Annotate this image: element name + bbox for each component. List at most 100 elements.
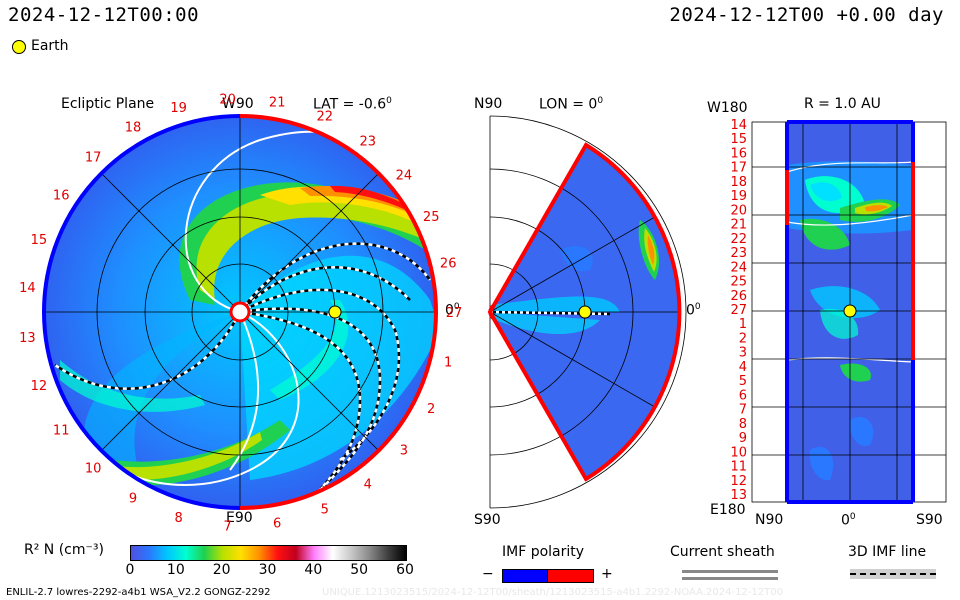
r-shell-y-tick-18: 18: [730, 175, 747, 190]
ecliptic-title: Ecliptic Plane: [61, 96, 155, 112]
r-shell-y-tick-14: 14: [730, 118, 747, 133]
sun-icon: [229, 301, 251, 323]
r-shell-y-tick-1: 1: [739, 317, 747, 332]
carrington-tick-15: 15: [31, 233, 48, 248]
current-sheath-swatch-top: [682, 570, 778, 573]
imf-polarity-title: IMF polarity: [502, 544, 585, 560]
carrington-tick-4: 4: [364, 478, 372, 493]
meridional-sun: [488, 303, 495, 321]
carrington-tick-8: 8: [174, 511, 182, 526]
ecliptic-rim-positive: [239, 114, 438, 510]
carrington-tick-6: 6: [273, 517, 281, 532]
r-shell-y-tick-12: 12: [730, 474, 747, 489]
earth-marker-meridional: [578, 305, 592, 319]
meridional-right-label: 00: [686, 302, 701, 319]
carrington-tick-12: 12: [31, 379, 48, 394]
r-shell-y-tick-10: 10: [730, 445, 747, 460]
r-panel-x-tick-s90: S90: [916, 512, 943, 528]
colorbar-tick-40: 40: [304, 562, 323, 578]
r-shell-y-tick-11: 11: [730, 460, 747, 475]
carrington-tick-21: 21: [269, 95, 286, 110]
meridional-lon-label: LON = 00: [539, 96, 604, 113]
colorbar-tick-30: 30: [258, 562, 277, 578]
timestamp-right: 2024-12-12T00 +0.00 day: [669, 4, 944, 26]
r-shell-y-ticks: 1415161718192021222324252627123456789101…: [730, 118, 747, 503]
r-shell-y-tick-17: 17: [730, 161, 747, 176]
carrington-tick-16: 16: [53, 188, 70, 203]
r-panel-x-tick-n90: N90: [755, 512, 784, 528]
ecliptic-lat-label: LAT = -0.60: [313, 96, 392, 113]
colorbar-tick-60: 60: [396, 562, 414, 578]
r-shell-y-tick-8: 8: [739, 417, 747, 432]
r-shell-y-tick-3: 3: [739, 346, 747, 361]
r-shell-y-tick-4: 4: [739, 360, 747, 375]
carrington-tick-2: 2: [427, 402, 435, 417]
r-shell-y-tick-26: 26: [730, 289, 747, 304]
current-sheath-swatch-bottom: [682, 577, 778, 580]
timestamp-left: 2024-12-12T00:00: [8, 4, 200, 26]
carrington-tick-18: 18: [125, 121, 142, 136]
r-shell-y-tick-15: 15: [730, 132, 747, 147]
r-shell-y-tick-24: 24: [730, 260, 747, 275]
carrington-tick-26: 26: [440, 257, 457, 272]
r-shell-y-tick-13: 13: [730, 488, 747, 503]
r-shell-y-tick-23: 23: [730, 246, 747, 261]
current-sheath-title: Current sheath: [670, 544, 775, 560]
r-panel-top-left-label: W180: [707, 100, 748, 116]
carrington-tick-25: 25: [423, 210, 440, 225]
r-shell-y-tick-27: 27: [730, 303, 747, 318]
carrington-tick-3: 3: [400, 444, 408, 459]
colorbar-tick-20: 20: [212, 562, 231, 578]
colorbar-tick-10: 10: [166, 562, 185, 578]
ecliptic-bottom-label: E90: [226, 510, 253, 526]
earth-legend-label: Earth: [31, 38, 69, 54]
r-panel-x-tick-0: 00: [841, 512, 856, 529]
imf-plus-label: +: [601, 566, 613, 582]
r-panel-bottom-left-label: E180: [710, 502, 746, 518]
r-shell-y-tick-16: 16: [730, 147, 747, 162]
earth-legend-icon: [12, 40, 26, 54]
carrington-tick-9: 9: [129, 491, 137, 506]
carrington-tick-24: 24: [396, 168, 413, 183]
imf-line-title: 3D IMF line: [848, 544, 927, 560]
meridional-top-left-label: N90: [474, 96, 503, 112]
meridional-plane-plot: [487, 115, 687, 509]
meridional-rim: [487, 142, 682, 482]
ecliptic-top-label: W90: [222, 96, 254, 112]
carrington-tick-5: 5: [321, 503, 329, 518]
carrington-tick-22: 22: [317, 110, 334, 125]
footer-version: ENLIL-2.7 lowres-2292-a4b1 WSA_V2.2 GONG…: [6, 587, 271, 598]
carrington-tick-20: 20: [219, 92, 236, 107]
colorbar-label: R² N (cm⁻³): [24, 542, 104, 558]
earth-marker-ecliptic: [328, 305, 342, 319]
carrington-tick-13: 13: [19, 331, 36, 346]
carrington-tick-23: 23: [360, 134, 377, 149]
meridional-bottom-left-label: S90: [474, 512, 501, 528]
colorbar-ticks: 0 10 20 30 40 50 60: [126, 562, 414, 580]
carrington-tick-7: 7: [223, 520, 231, 535]
earth-marker-r-shell: [843, 304, 857, 318]
carrington-tick-10: 10: [85, 462, 102, 477]
r-shell-y-tick-22: 22: [730, 232, 747, 247]
colorbar-tick-0: 0: [125, 562, 135, 578]
r-shell-y-tick-2: 2: [739, 332, 747, 347]
imf-minus-label: −: [482, 566, 494, 582]
r-shell-y-tick-6: 6: [739, 388, 747, 403]
imf-negative-swatch: [502, 569, 549, 583]
ecliptic-rim-negative: [42, 114, 241, 510]
ecliptic-right-label: 00: [445, 302, 460, 319]
r-shell-y-tick-9: 9: [739, 431, 747, 446]
r-shell-y-tick-25: 25: [730, 275, 747, 290]
carrington-tick-17: 17: [85, 150, 102, 165]
imf-line-swatch: [850, 573, 936, 575]
carrington-tick-19: 19: [170, 101, 187, 116]
r-shell-y-tick-5: 5: [739, 374, 747, 389]
carrington-tick-11: 11: [53, 424, 70, 439]
carrington-tick-27: 27: [446, 306, 463, 321]
imf-positive-swatch: [547, 569, 594, 583]
colorbar-tick-50: 50: [350, 562, 369, 578]
colorbar-gradient: [130, 545, 407, 561]
